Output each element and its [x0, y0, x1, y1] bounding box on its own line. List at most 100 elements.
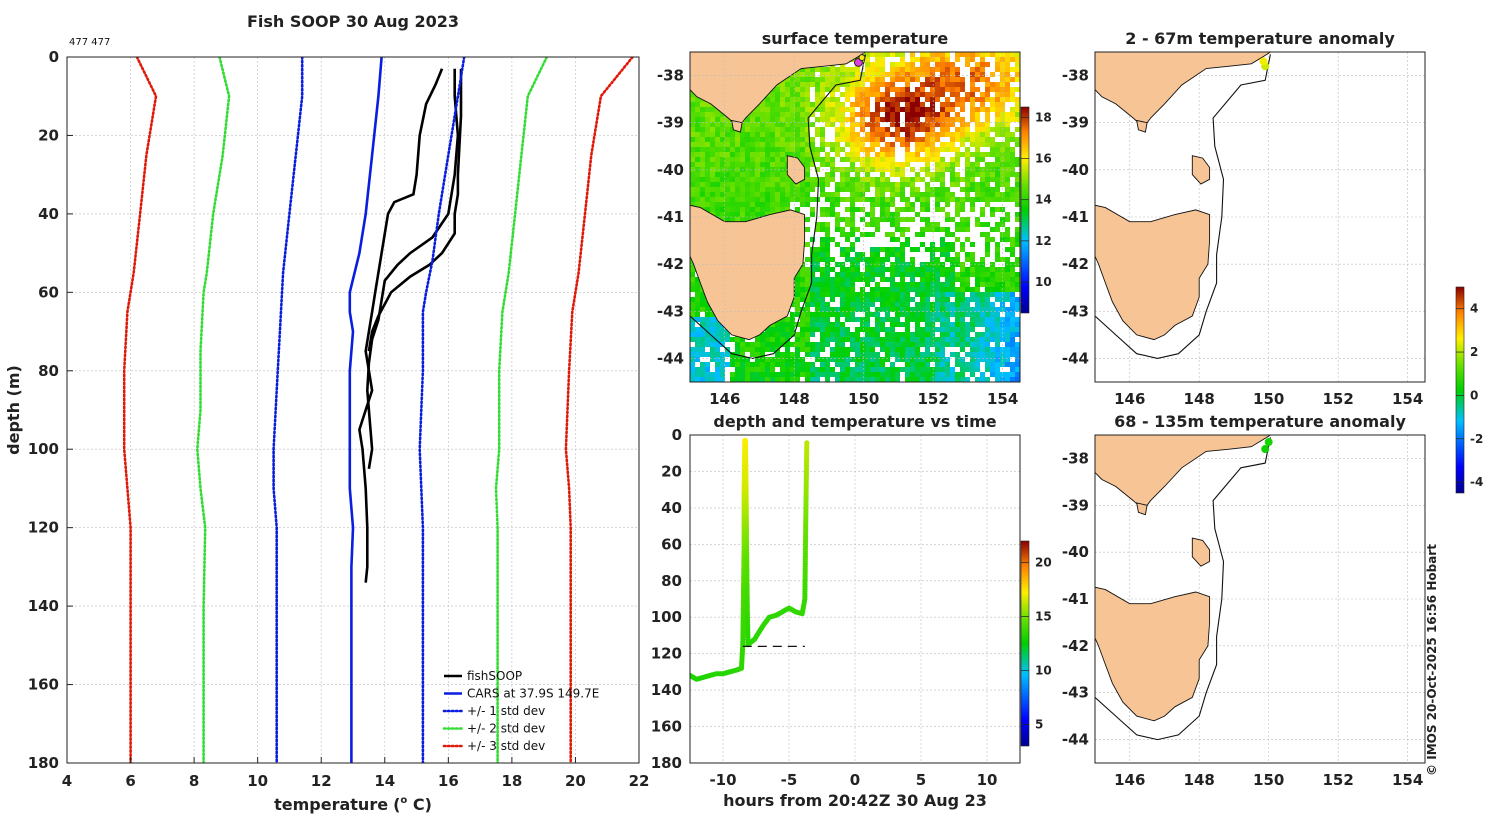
- sst-cell: [780, 157, 785, 162]
- copyright-note: © IMOS 20-Oct-2025 16:56 Hobart: [1425, 544, 1439, 776]
- sst-cell: [775, 322, 780, 327]
- sst-cell: [995, 112, 1000, 117]
- sst-cell: [920, 377, 925, 382]
- sst-cell: [860, 232, 865, 237]
- sst-cell: [695, 347, 700, 352]
- sst-cell: [910, 97, 915, 102]
- sst-cell: [825, 377, 830, 382]
- sst-cell: [930, 327, 935, 332]
- sst-cell: [945, 87, 950, 92]
- map-y-tick-label: -41: [1062, 208, 1089, 226]
- sst-cell: [930, 342, 935, 347]
- sst-cell: [830, 282, 835, 287]
- sst-cell: [870, 377, 875, 382]
- sst-cell: [810, 342, 815, 347]
- sst-cell: [770, 127, 775, 132]
- sst-cell: [870, 222, 875, 227]
- sst-cell: [705, 152, 710, 157]
- sst-cell: [840, 227, 845, 232]
- sst-cell: [795, 362, 800, 367]
- sst-cell: [850, 152, 855, 157]
- sst-cell: [905, 132, 910, 137]
- sst-cell: [930, 277, 935, 282]
- sst-cell: [710, 332, 715, 337]
- sst-cell: [970, 372, 975, 377]
- sst-cell: [1005, 87, 1010, 92]
- sst-cell: [985, 167, 990, 172]
- sst-cell: [865, 77, 870, 82]
- sst-cell: [890, 377, 895, 382]
- sst-cell: [765, 207, 770, 212]
- sst-cell: [865, 297, 870, 302]
- sst-cell: [890, 97, 895, 102]
- map-y-tick-label: -41: [657, 208, 684, 226]
- sst-cell: [945, 167, 950, 172]
- sst-cell: [1010, 242, 1015, 247]
- sst-cell: [960, 107, 965, 112]
- sst-cell: [920, 297, 925, 302]
- sst-cell: [840, 287, 845, 292]
- sst-cell: [820, 237, 825, 242]
- sst-cell: [700, 297, 705, 302]
- sst-cell: [870, 112, 875, 117]
- sst-cell: [930, 172, 935, 177]
- sst-cell: [985, 377, 990, 382]
- sst-cell: [700, 322, 705, 327]
- sst-cell: [815, 327, 820, 332]
- sst-cell: [870, 232, 875, 237]
- sst-cell: [835, 337, 840, 342]
- sst-cell: [710, 372, 715, 377]
- sst-cell: [930, 107, 935, 112]
- sst-cell: [905, 62, 910, 67]
- sst-cell: [910, 282, 915, 287]
- sst-cell: [780, 182, 785, 187]
- sst-cell: [775, 172, 780, 177]
- sst-cell: [880, 117, 885, 122]
- sst-cell: [770, 142, 775, 147]
- sst-cell: [760, 137, 765, 142]
- sst-cell: [905, 292, 910, 297]
- sst-cell: [925, 312, 930, 317]
- sst-cell: [835, 287, 840, 292]
- sst-cell: [950, 312, 955, 317]
- sst-cell: [1000, 372, 1005, 377]
- sst-cell: [950, 167, 955, 172]
- sst-cell: [735, 377, 740, 382]
- sst-cell: [805, 157, 810, 162]
- sst-cell: [905, 352, 910, 357]
- sst-cell: [910, 267, 915, 272]
- sst-cell: [790, 377, 795, 382]
- sst-cell: [1015, 127, 1020, 132]
- sst-cell: [920, 87, 925, 92]
- sst-cell: [885, 182, 890, 187]
- sst-cell: [700, 332, 705, 337]
- sst-cell: [880, 127, 885, 132]
- sst-cell: [765, 127, 770, 132]
- sst-cell: [990, 72, 995, 77]
- sst-cell: [775, 112, 780, 117]
- sst-cell: [1000, 317, 1005, 322]
- sst-cell: [690, 347, 695, 352]
- sst-cell: [855, 72, 860, 77]
- y-tick-label: 20: [661, 462, 682, 480]
- sst-cell: [825, 152, 830, 157]
- sst-cell: [995, 257, 1000, 262]
- sst-cell: [935, 157, 940, 162]
- sst-cell: [935, 57, 940, 62]
- sst-cell: [975, 357, 980, 362]
- sst-cell: [725, 182, 730, 187]
- sst-shelf-contour: [690, 54, 866, 359]
- sst-cell: [895, 162, 900, 167]
- sst-cell: [980, 57, 985, 62]
- sst-cell: [980, 337, 985, 342]
- sst-cell: [820, 357, 825, 362]
- sst-cell: [915, 112, 920, 117]
- sst-cell: [935, 112, 940, 117]
- sst-cell: [870, 132, 875, 137]
- sst-cell: [805, 332, 810, 337]
- sst-cell: [950, 217, 955, 222]
- sst-cell: [715, 212, 720, 217]
- sst-cell: [825, 102, 830, 107]
- profile-ylabel: depth (m): [4, 365, 23, 455]
- sst-cell: [850, 192, 855, 197]
